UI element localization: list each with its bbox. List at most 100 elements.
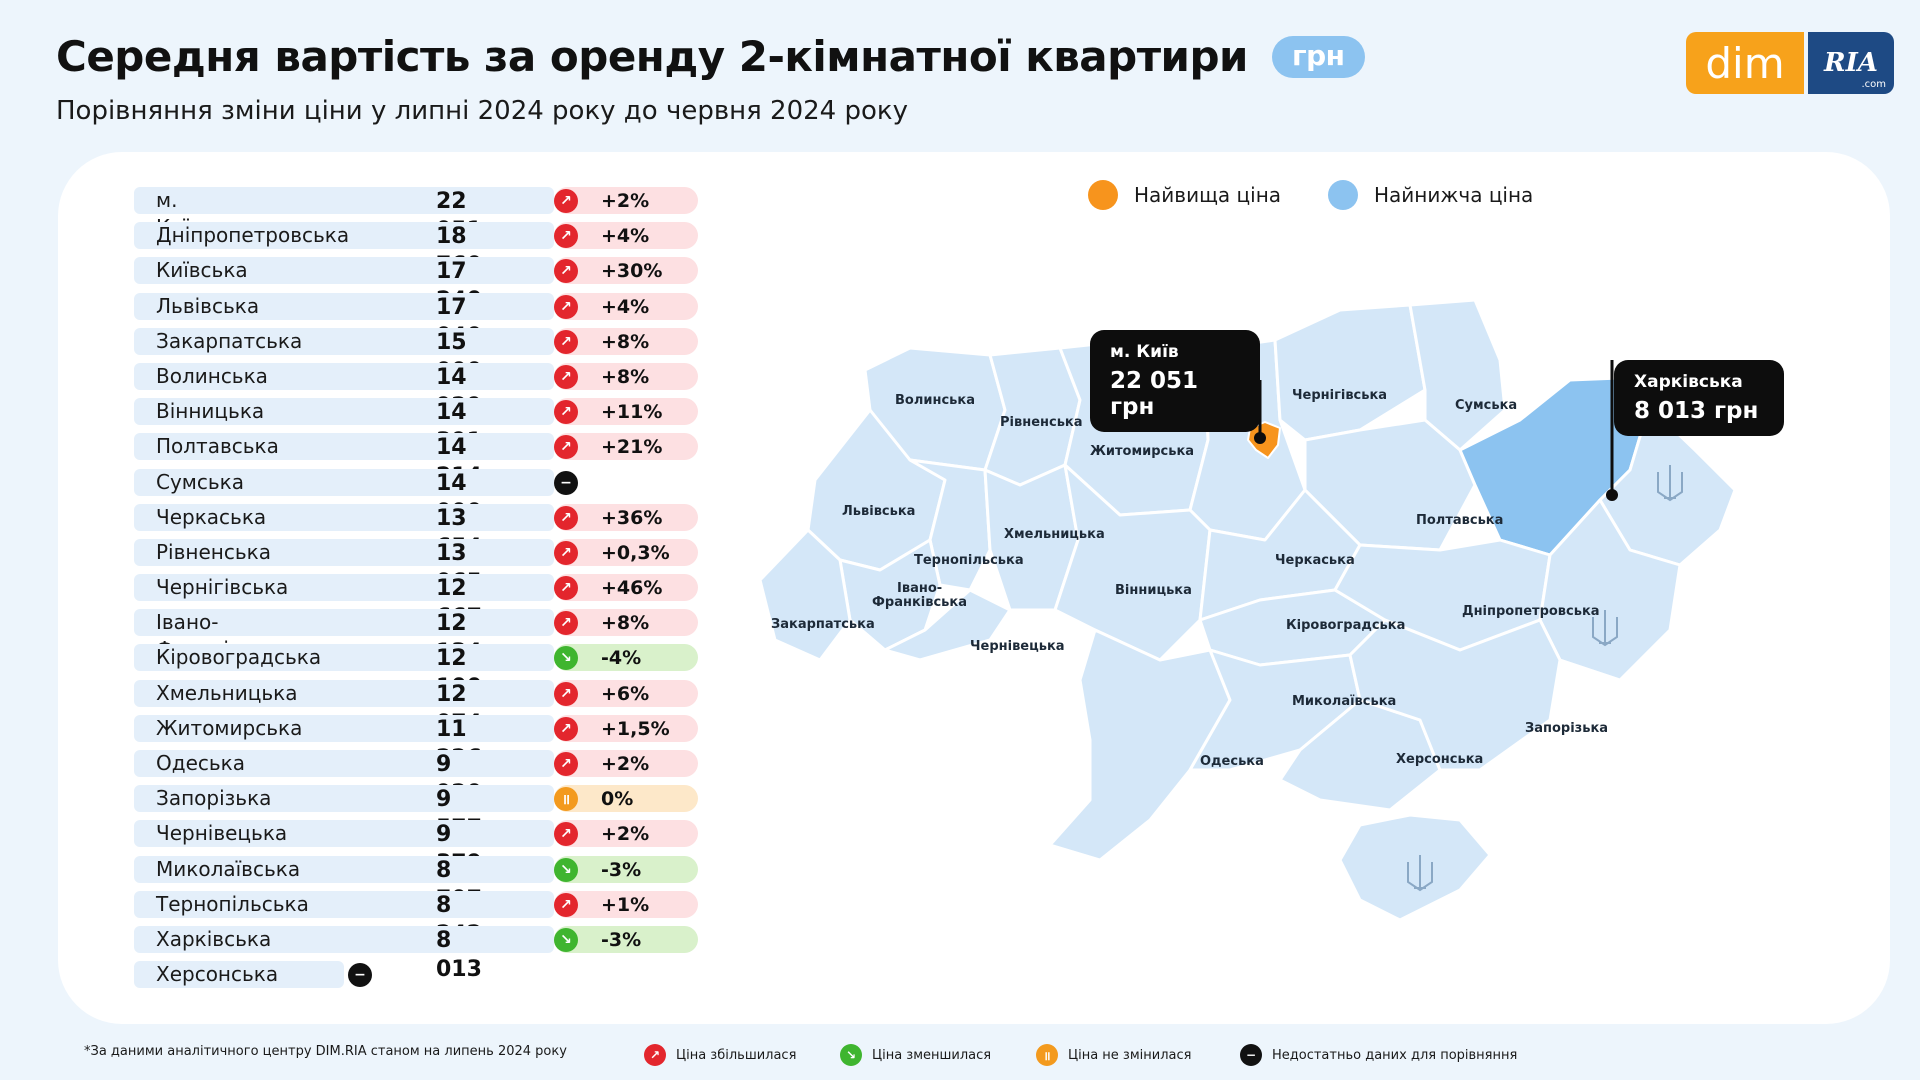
region-price: 8 013 xyxy=(436,927,482,982)
region-ivanofrankivska[interactable] xyxy=(838,538,942,652)
trend-up-icon: ↗ xyxy=(554,822,578,847)
title-text: Середня вартість за оренду 2-кімнатної к… xyxy=(56,32,1248,81)
row-bar xyxy=(134,785,554,813)
pointer-dot-kharkiv xyxy=(1606,489,1618,501)
row-bar xyxy=(134,362,554,390)
callout-highest-value: 22 051 грн xyxy=(1110,368,1199,420)
row-bar xyxy=(134,679,554,707)
change-percent: +1% xyxy=(601,893,650,916)
region-zakarpatska[interactable] xyxy=(758,528,852,662)
region-name: Полтавська xyxy=(156,434,279,459)
change-pill xyxy=(554,327,698,355)
region-name: Сумська xyxy=(156,469,245,494)
trend-flat-icon: ॥ xyxy=(554,787,578,812)
row-bar xyxy=(134,433,554,461)
map-label: Вінницька xyxy=(1115,583,1192,598)
region-name: Миколаївська xyxy=(156,856,301,881)
trend-up-icon: ↗ xyxy=(554,189,578,213)
map-regions xyxy=(758,298,1737,922)
region-name: Львівська xyxy=(156,293,260,318)
region-name: Закарпатська xyxy=(156,328,303,353)
trend-up-icon: ↗ xyxy=(554,435,578,460)
map-label: Кіровоградська xyxy=(1286,618,1405,633)
callout-highest: м. Київ 22 051 грн xyxy=(1090,330,1260,432)
footer-na-label: Недостатньо даних для порівняння xyxy=(1272,1047,1518,1063)
row-bar xyxy=(134,961,344,989)
region-vinnytska[interactable] xyxy=(1053,463,1212,662)
change-pill xyxy=(554,714,698,742)
change-percent: -3% xyxy=(601,858,642,881)
change-pill xyxy=(554,292,698,320)
logo-ria: RIA .com xyxy=(1808,32,1894,94)
change-percent: +30% xyxy=(601,260,663,283)
change-pill xyxy=(554,433,698,461)
trend-up-icon: ↗ xyxy=(554,752,578,776)
row-bar xyxy=(134,538,554,566)
trident-icon xyxy=(1592,610,1618,647)
change-percent: +4% xyxy=(601,225,650,248)
callout-lowest: Харківська 8 013 грн xyxy=(1614,360,1784,436)
change-pill xyxy=(554,890,698,918)
region-name: Тернопільська xyxy=(156,891,309,916)
change-percent: +21% xyxy=(601,436,663,459)
row-bar xyxy=(134,890,554,918)
trend-up-icon: ↗ xyxy=(554,329,578,354)
blue-dot-icon xyxy=(1328,180,1358,210)
trend-down-icon: ↘ xyxy=(554,857,578,882)
trend-na-icon: − xyxy=(348,963,372,988)
region-zaporizka[interactable] xyxy=(1348,618,1562,772)
dim-ria-logo[interactable]: dim RIA .com xyxy=(1686,32,1894,94)
map-label: Івано- xyxy=(897,581,942,596)
trident-icons xyxy=(1407,465,1683,892)
row-bar xyxy=(134,855,554,883)
change-pill xyxy=(554,222,698,250)
callout-lowest-name: Харківська xyxy=(1634,372,1743,392)
logo-ria-suffix: .com xyxy=(1861,79,1886,90)
footer-legend-up: ↗ Ціна збільшилася xyxy=(644,1044,796,1066)
change-percent: -3% xyxy=(601,928,642,951)
change-pill xyxy=(554,574,698,602)
region-name: Харківська xyxy=(156,926,272,951)
trend-up-icon: ↗ xyxy=(554,716,578,741)
minus-icon: − xyxy=(1240,1044,1262,1066)
legend-highest-label: Найвища ціна xyxy=(1134,183,1282,207)
map-label: Тернопільська xyxy=(914,553,1024,568)
map-label: Полтавська xyxy=(1416,513,1503,528)
footer-down-label: Ціна зменшилася xyxy=(872,1047,992,1063)
region-name: Житомирська xyxy=(156,715,303,740)
map-label: Миколаївська xyxy=(1292,694,1396,709)
region-sumska[interactable] xyxy=(1408,298,1507,452)
pointer-dot-kyiv xyxy=(1254,432,1266,444)
row-bar xyxy=(134,187,554,214)
map-label: Франківська xyxy=(872,595,967,610)
change-percent: +4% xyxy=(601,295,650,318)
region-chernihivska[interactable] xyxy=(1273,303,1427,442)
change-percent: +2% xyxy=(601,823,650,846)
footer-legend-na: − Недостатньо даних для порівняння xyxy=(1240,1044,1517,1066)
region-odeska[interactable] xyxy=(1048,628,1232,862)
map-label: Сумська xyxy=(1455,398,1517,413)
row-bar xyxy=(134,644,554,672)
map-label: Одеська xyxy=(1200,754,1264,769)
logo-ria-text: RIA xyxy=(1824,48,1878,78)
legend-lowest-label: Найнижча ціна xyxy=(1374,183,1534,207)
orange-dot-icon xyxy=(1088,180,1118,210)
region-crimea[interactable] xyxy=(1338,813,1492,922)
change-pill xyxy=(554,257,698,285)
change-percent: +6% xyxy=(601,682,650,705)
change-percent: +2% xyxy=(601,753,650,775)
change-pill xyxy=(554,538,698,566)
map-label: Запорізька xyxy=(1525,721,1608,736)
map-svg: Волинська Рівненська Житомирська Чернігі… xyxy=(758,298,1737,922)
legend-highest: Найвища ціна xyxy=(1088,180,1281,210)
trend-up-icon: ↗ xyxy=(554,681,578,706)
region-name: Одеська xyxy=(156,751,245,775)
row-bar xyxy=(134,257,554,285)
region-chernivetska[interactable] xyxy=(883,588,1012,662)
page-subtitle: Порівняння зміни ціни у липні 2024 року … xyxy=(56,96,908,126)
footer-legend-flat: ॥ Ціна не змінилася xyxy=(1036,1044,1191,1066)
trend-up-icon: ↗ xyxy=(554,400,578,425)
trend-up-icon: ↗ xyxy=(554,576,578,601)
page-title: Середня вартість за оренду 2-кімнатної к… xyxy=(56,32,1365,81)
change-percent: +0,3% xyxy=(601,541,670,564)
